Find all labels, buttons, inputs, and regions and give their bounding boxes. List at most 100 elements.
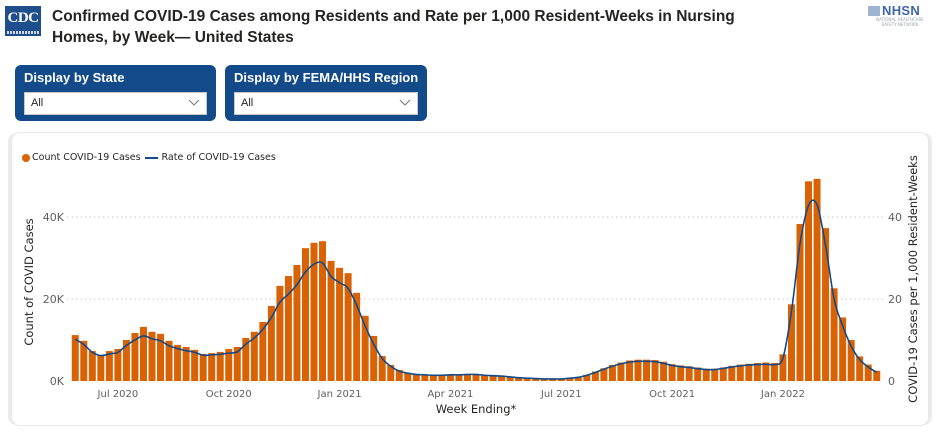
state-filter-label: Display by State (24, 70, 125, 85)
bar (779, 354, 787, 381)
bar (847, 340, 855, 381)
bar (463, 374, 471, 381)
region-dropdown-value: All (241, 97, 254, 109)
x-axis-title: Week Ending* (436, 402, 517, 416)
x-tick-label: Jan 2022 (760, 389, 805, 400)
y-tick-label: 0K (50, 375, 65, 388)
bar (114, 349, 122, 381)
bar (719, 367, 727, 381)
bar (387, 365, 395, 381)
bar (787, 304, 795, 381)
bar (174, 344, 182, 381)
bar (702, 368, 710, 381)
y2-tick-label: 20 (888, 293, 902, 306)
bar (319, 241, 327, 381)
bar (711, 368, 719, 381)
bar (685, 366, 693, 381)
bar (157, 333, 165, 381)
nhsn-logo: NHSN NATIONAL HEALTHCARE SAFETY NETWORK (868, 3, 930, 27)
state-dropdown[interactable]: All (24, 92, 207, 115)
y-axis-title: Count of COVID Cases (22, 218, 36, 345)
bar (80, 340, 88, 381)
bar (498, 375, 506, 381)
bar (336, 267, 344, 381)
bar (242, 337, 250, 381)
bar-series (71, 178, 881, 381)
x-tick-label: Oct 2020 (206, 389, 252, 400)
bar (361, 315, 369, 381)
y2-axis-title: COVID-19 Cases per 1,000 Resident-Weeks (906, 155, 920, 403)
bar (856, 356, 864, 381)
x-tick-label: Jul 2021 (540, 389, 582, 400)
bar (805, 181, 813, 381)
bar (421, 374, 429, 381)
region-dropdown[interactable]: All (234, 92, 418, 115)
bar (446, 374, 454, 381)
bar (770, 362, 778, 381)
bar (668, 364, 676, 381)
bar (591, 371, 599, 381)
page-title: Confirmed COVID-19 Cases among Residents… (52, 8, 735, 46)
bar (429, 374, 437, 381)
state-filter: Display by State All (15, 65, 216, 121)
bar (71, 335, 79, 381)
bar (830, 288, 838, 381)
bar (301, 248, 309, 381)
bar (344, 273, 352, 381)
bar (694, 367, 702, 381)
bar (745, 363, 753, 381)
bar (88, 351, 96, 381)
bar (259, 321, 267, 381)
gridlines (67, 216, 885, 300)
bar (617, 362, 625, 381)
bar (660, 361, 668, 381)
bar (267, 305, 275, 381)
x-tick-label: Jan 2021 (317, 389, 362, 400)
bar (182, 346, 190, 381)
bar (165, 340, 173, 381)
bar (148, 331, 156, 381)
bar (199, 353, 207, 381)
bar (796, 223, 804, 381)
bar (284, 276, 292, 381)
legend-bar-label: Count COVID-19 Cases (32, 152, 141, 163)
bar (864, 364, 872, 381)
x-axis-ticks: Jul 2020 Oct 2020 Jan 2021 Apr 2021 Jul 2021… (97, 389, 805, 400)
bar (208, 353, 216, 381)
y2-tick-label: 0 (888, 375, 895, 388)
bar (438, 374, 446, 381)
bar (574, 377, 582, 381)
bar (97, 355, 105, 381)
bar (293, 264, 301, 381)
legend-line-marker-icon (144, 156, 158, 159)
bar (728, 365, 736, 381)
bar (370, 335, 378, 381)
bar (506, 376, 514, 381)
bar (233, 346, 241, 381)
bar (762, 362, 770, 381)
bar (404, 372, 412, 381)
nhsn-logo-tagline: NATIONAL HEALTHCARE SAFETY NETWORK (876, 17, 924, 27)
bar (455, 374, 463, 381)
bar (310, 242, 318, 381)
cdc-logo: CDC (5, 6, 41, 36)
y2-tick-label: 40 (888, 211, 902, 224)
bar (557, 378, 565, 381)
x-tick-label: Apr 2021 (427, 389, 473, 400)
bar (276, 285, 284, 381)
bar (566, 378, 574, 381)
cdc-logo-tagline (7, 31, 39, 34)
legend-line-label: Rate of COVID-19 Cases (161, 152, 276, 163)
bar (736, 364, 744, 381)
bar (822, 228, 830, 381)
bar (600, 368, 608, 381)
chevron-down-icon (188, 99, 200, 106)
bar (549, 378, 557, 381)
bar (472, 374, 480, 381)
cdc-logo-text: CDC (7, 10, 40, 26)
bar (131, 333, 139, 381)
bar (122, 340, 130, 381)
y2-axis-ticks: 0 20 40 (888, 211, 902, 388)
bar (643, 359, 651, 381)
bar (489, 375, 497, 381)
